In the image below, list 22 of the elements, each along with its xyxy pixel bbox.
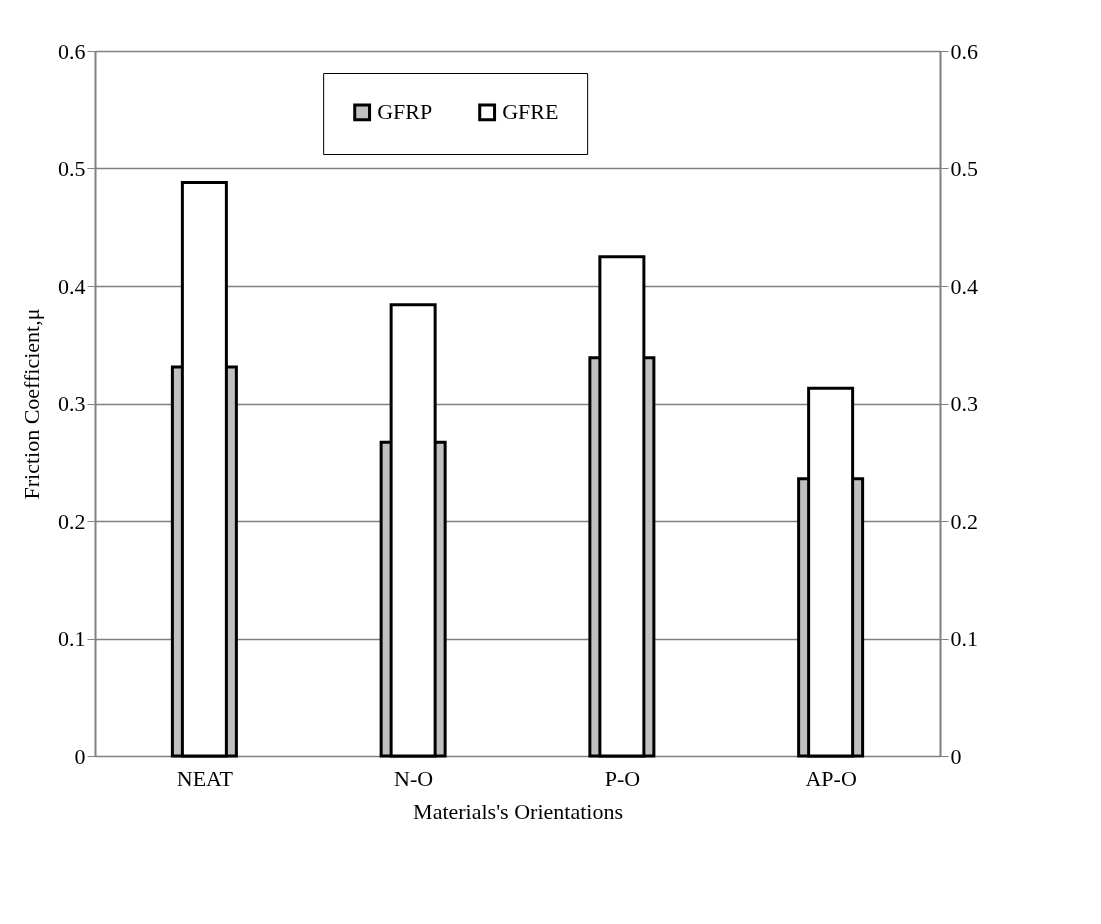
y-tick-label: 0.6 (58, 38, 86, 64)
y2-tick-label: 0.3 (950, 391, 978, 416)
legend-label: GFRE (502, 99, 559, 125)
y2-tick-label: 0 (950, 743, 962, 769)
y-axis-title: Friction Coefficient,μ (19, 308, 44, 500)
y-tick-label: 0.1 (58, 626, 86, 651)
y2-tick-label: 0.1 (950, 626, 978, 651)
x-tick-label: P-O (604, 765, 641, 791)
x-tick-label: N-O (394, 765, 434, 791)
y-tick-label: 0.5 (58, 156, 86, 181)
y2-tick-label: 0.2 (950, 508, 978, 534)
y2-tick-label: 0.4 (950, 273, 978, 299)
y-tick-label: 0.4 (58, 273, 86, 299)
y2-tick-label: 0.5 (950, 156, 978, 181)
y-tick-label: 0.3 (58, 391, 86, 416)
x-tick-label: NEAT (176, 765, 234, 791)
x-axis-title: Materials's Orientations (413, 798, 623, 824)
y-tick-label: 0 (74, 743, 86, 769)
y-tick-label: 0.2 (58, 508, 86, 534)
y2-tick-label: 0.6 (950, 38, 978, 64)
x-tick-label: AP-O (805, 765, 857, 791)
legend-label: GFRP (377, 99, 433, 125)
